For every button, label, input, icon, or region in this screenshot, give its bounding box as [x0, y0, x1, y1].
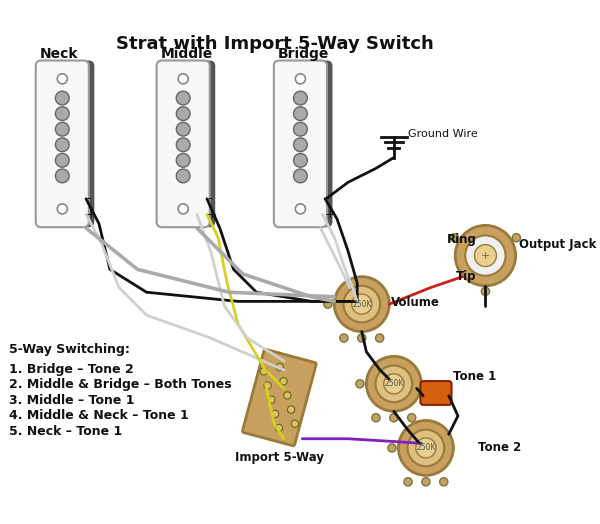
- Text: Bridge: Bridge: [278, 47, 329, 61]
- Circle shape: [367, 356, 421, 411]
- Circle shape: [407, 413, 416, 422]
- Text: 5-Way Switching:: 5-Way Switching:: [9, 343, 130, 356]
- Circle shape: [407, 430, 444, 466]
- Circle shape: [376, 334, 384, 342]
- Text: +: +: [207, 208, 218, 221]
- Circle shape: [451, 234, 458, 242]
- Circle shape: [293, 122, 307, 136]
- Circle shape: [398, 420, 454, 475]
- Circle shape: [176, 154, 190, 167]
- Circle shape: [293, 169, 307, 183]
- Text: 250K: 250K: [352, 300, 371, 309]
- FancyBboxPatch shape: [164, 60, 215, 227]
- FancyBboxPatch shape: [281, 60, 332, 227]
- Circle shape: [372, 413, 380, 422]
- Text: -: -: [207, 192, 211, 205]
- Circle shape: [343, 286, 380, 322]
- Text: Ground Wire: Ground Wire: [407, 129, 478, 139]
- Circle shape: [358, 334, 366, 342]
- Circle shape: [293, 107, 307, 121]
- Circle shape: [178, 204, 188, 214]
- Circle shape: [275, 424, 283, 432]
- Text: 1. Bridge – Tone 2: 1. Bridge – Tone 2: [9, 363, 134, 376]
- FancyBboxPatch shape: [274, 60, 327, 227]
- Circle shape: [352, 294, 372, 314]
- Text: +: +: [86, 208, 97, 221]
- Text: 3. Middle – Tone 1: 3. Middle – Tone 1: [9, 394, 134, 407]
- Circle shape: [376, 366, 412, 402]
- Text: 2. Middle & Bridge – Both Tones: 2. Middle & Bridge – Both Tones: [9, 378, 232, 391]
- Circle shape: [55, 107, 69, 121]
- Circle shape: [176, 91, 190, 105]
- FancyBboxPatch shape: [157, 60, 210, 227]
- Circle shape: [416, 438, 436, 458]
- FancyBboxPatch shape: [421, 381, 452, 405]
- Circle shape: [390, 413, 398, 422]
- Text: Ring: Ring: [446, 233, 476, 246]
- Text: Middle: Middle: [160, 47, 212, 61]
- Circle shape: [293, 138, 307, 151]
- Circle shape: [55, 122, 69, 136]
- Circle shape: [284, 392, 291, 399]
- Circle shape: [422, 478, 430, 486]
- Text: +: +: [481, 250, 490, 260]
- Circle shape: [55, 91, 69, 105]
- FancyBboxPatch shape: [36, 60, 89, 227]
- Circle shape: [176, 122, 190, 136]
- Text: 5. Neck – Tone 1: 5. Neck – Tone 1: [9, 425, 122, 438]
- Circle shape: [295, 74, 305, 84]
- Circle shape: [57, 204, 67, 214]
- Circle shape: [293, 154, 307, 167]
- Text: Tip: Tip: [456, 270, 476, 283]
- Circle shape: [178, 74, 188, 84]
- Circle shape: [404, 478, 412, 486]
- Text: Import 5-Way: Import 5-Way: [235, 451, 324, 464]
- Circle shape: [440, 478, 448, 486]
- Circle shape: [356, 380, 364, 388]
- Circle shape: [481, 287, 490, 296]
- Circle shape: [280, 378, 287, 385]
- Circle shape: [455, 225, 515, 286]
- Circle shape: [276, 364, 283, 371]
- Text: -: -: [324, 192, 329, 205]
- Circle shape: [55, 154, 69, 167]
- Text: Output Jack: Output Jack: [520, 238, 596, 251]
- Circle shape: [465, 235, 506, 276]
- Text: 250K: 250K: [416, 443, 436, 452]
- Text: Tone 2: Tone 2: [478, 441, 521, 454]
- Text: Volume: Volume: [391, 296, 440, 309]
- Circle shape: [264, 382, 271, 389]
- FancyBboxPatch shape: [242, 350, 316, 446]
- Circle shape: [55, 169, 69, 183]
- Circle shape: [268, 396, 275, 403]
- Circle shape: [384, 374, 404, 394]
- Circle shape: [57, 74, 67, 84]
- Circle shape: [291, 420, 299, 428]
- Text: 4. Middle & Neck – Tone 1: 4. Middle & Neck – Tone 1: [9, 409, 189, 422]
- Circle shape: [295, 204, 305, 214]
- Text: +: +: [324, 208, 335, 221]
- Circle shape: [287, 406, 295, 413]
- Text: 250K: 250K: [384, 379, 404, 388]
- Circle shape: [512, 234, 520, 242]
- Circle shape: [334, 277, 389, 332]
- Circle shape: [176, 169, 190, 183]
- Circle shape: [293, 91, 307, 105]
- Circle shape: [176, 107, 190, 121]
- Circle shape: [176, 138, 190, 151]
- Circle shape: [388, 444, 396, 452]
- Text: Tone 1: Tone 1: [454, 370, 497, 383]
- FancyBboxPatch shape: [43, 60, 94, 227]
- Circle shape: [55, 138, 69, 151]
- Text: -: -: [86, 192, 91, 205]
- Circle shape: [475, 245, 496, 267]
- Text: Strat with Import 5-Way Switch: Strat with Import 5-Way Switch: [116, 35, 434, 53]
- Circle shape: [324, 300, 332, 308]
- Text: Neck: Neck: [40, 47, 78, 61]
- Circle shape: [340, 334, 348, 342]
- Circle shape: [260, 368, 268, 375]
- Circle shape: [272, 410, 279, 418]
